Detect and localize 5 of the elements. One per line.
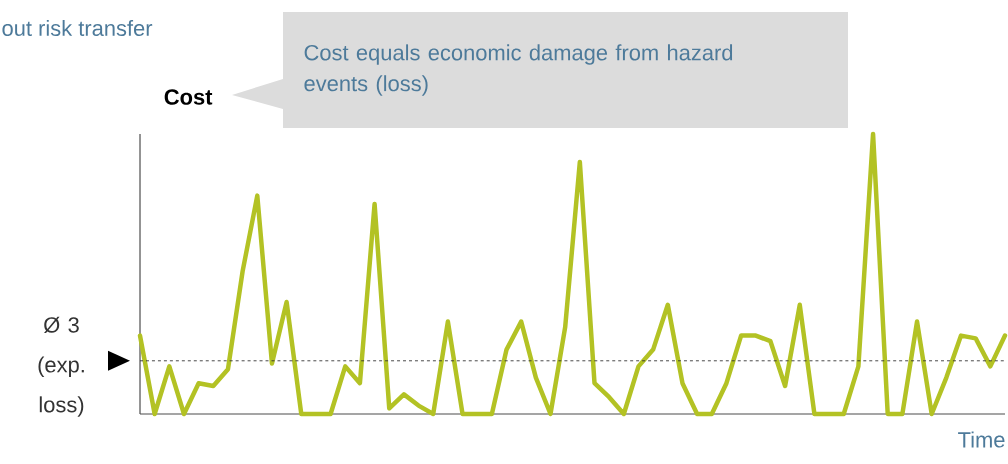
text: Cost equals economic damage from hazard events (loss) — [304, 44, 733, 96]
ref-line-label: Ø 3 (exp. loss) — [38, 316, 84, 417]
chart-title: out risk transfer — [2, 19, 153, 37]
y-axis-title: Cost — [164, 89, 213, 105]
x-axis-title: Time — [958, 431, 1005, 448]
